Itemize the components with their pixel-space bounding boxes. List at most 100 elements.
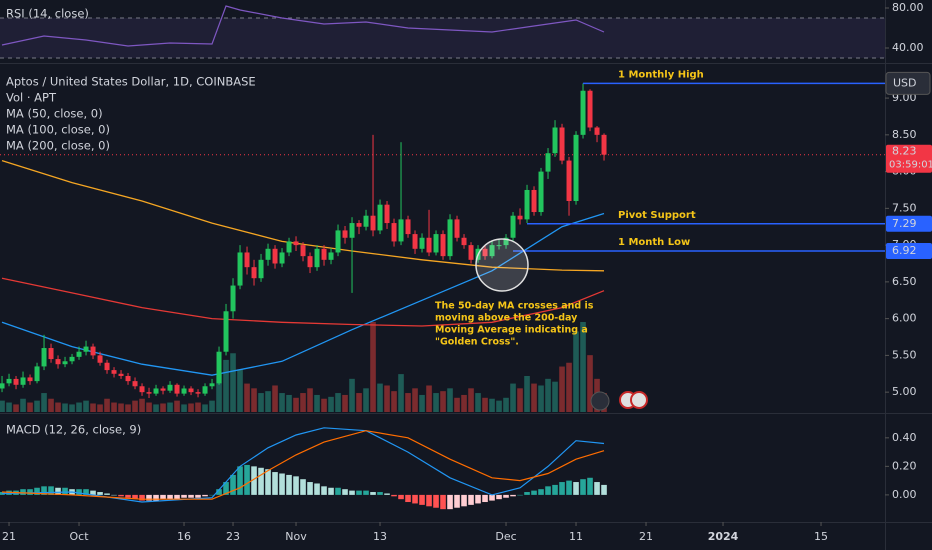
x-tick-label: 21	[639, 530, 653, 543]
candle-body	[531, 189, 537, 213]
candle-body	[13, 378, 19, 385]
volume-bar	[174, 400, 180, 412]
candle-body	[55, 359, 61, 365]
histogram-bar	[188, 494, 194, 498]
histogram-bar	[307, 482, 313, 495]
histogram-bar	[363, 490, 369, 495]
x-tick-label: 15	[814, 530, 828, 543]
currency-box	[885, 71, 931, 95]
rsi-band	[0, 18, 885, 58]
macd-line	[1, 430, 605, 500]
histogram-bar	[223, 482, 229, 495]
histogram-bar	[55, 487, 61, 495]
y-tick-label: 5.50	[892, 348, 917, 361]
candle-body	[566, 160, 572, 202]
candle-body	[230, 285, 236, 312]
histogram-bar	[517, 494, 523, 496]
candle-body	[167, 384, 173, 391]
legend-entry: MA (100, close, 0)	[6, 123, 110, 137]
volume-bar	[97, 404, 103, 412]
candle-body	[286, 241, 292, 253]
candle-body	[482, 248, 488, 257]
histogram-bar	[132, 494, 138, 500]
annotation: "Golden Cross".	[435, 337, 519, 348]
candle-body	[195, 392, 201, 394]
volume-bar	[272, 385, 278, 412]
candle-body	[370, 215, 376, 231]
volume-bar	[188, 403, 194, 412]
volume-bar	[27, 402, 33, 412]
y-tick-label: 6.50	[892, 275, 917, 288]
histogram-bar	[118, 494, 124, 497]
volume-bar	[265, 391, 271, 412]
histogram-bar	[27, 489, 33, 495]
annotation: Moving Average indicating a	[435, 325, 588, 336]
candle-body	[489, 245, 495, 257]
candle-body	[174, 384, 180, 394]
histogram-bar	[419, 494, 425, 505]
histogram-bar	[559, 482, 565, 495]
volume-bar	[419, 394, 425, 412]
candle-body	[545, 153, 551, 172]
candle-body	[83, 346, 89, 352]
candle-body	[461, 237, 467, 246]
candle-body	[223, 311, 229, 352]
volume-bar	[237, 369, 243, 412]
volume-bar	[0, 400, 5, 412]
event-icon[interactable]	[590, 391, 610, 411]
histogram-bar	[272, 472, 278, 495]
candle-body	[104, 362, 110, 371]
volume-bar	[559, 366, 565, 412]
volume-bar	[552, 381, 558, 412]
volume-bar	[454, 397, 460, 412]
highlight-circle	[475, 238, 529, 292]
histogram-bar	[573, 482, 579, 495]
volume-bar	[573, 331, 579, 412]
y-tick-label: 0.40	[892, 431, 917, 444]
candle-body	[601, 134, 607, 155]
volume-bar	[279, 393, 285, 412]
histogram-bar	[370, 492, 376, 495]
histogram-bar	[167, 494, 173, 500]
level-label: Pivot Support	[618, 210, 696, 221]
histogram-bar	[384, 493, 390, 495]
volume-bar	[125, 404, 131, 412]
candle-body	[328, 252, 334, 260]
volume-bar	[6, 402, 12, 412]
histogram-bar	[510, 494, 516, 497]
histogram-bar	[76, 489, 82, 495]
volume-bar	[342, 394, 348, 412]
histogram-bar	[181, 494, 187, 498]
histogram-bar	[314, 483, 320, 495]
histogram-bar	[83, 489, 89, 495]
histogram-bar	[97, 492, 103, 495]
histogram-bar	[405, 494, 411, 503]
histogram-bar	[160, 494, 166, 500]
candle-body	[356, 223, 362, 227]
price-badge	[886, 215, 932, 232]
candle-body	[244, 252, 250, 268]
candle-body	[69, 356, 75, 362]
histogram-bar	[251, 466, 257, 495]
histogram-bar	[601, 484, 607, 495]
candle-body	[503, 237, 509, 246]
event-icon[interactable]	[630, 391, 648, 409]
candle-body	[146, 392, 152, 394]
volume-bar	[426, 385, 432, 412]
volume-bar	[517, 388, 523, 412]
x-tick-label: Oct	[70, 530, 90, 543]
volume-bar	[531, 383, 537, 412]
candle-body	[20, 377, 26, 385]
candle-body	[272, 248, 278, 264]
candle-body	[524, 189, 530, 220]
x-tick-label: Nov	[285, 530, 307, 543]
macd-title: MACD (12, 26, close, 9)	[6, 423, 141, 437]
histogram-bar	[244, 464, 250, 495]
price-badge	[886, 242, 932, 259]
candle-body	[76, 351, 82, 357]
candle-body	[125, 375, 131, 382]
volume-bar	[34, 400, 40, 412]
candle-body	[391, 223, 397, 242]
volume-bar	[461, 394, 467, 412]
volume-bar	[412, 388, 418, 412]
